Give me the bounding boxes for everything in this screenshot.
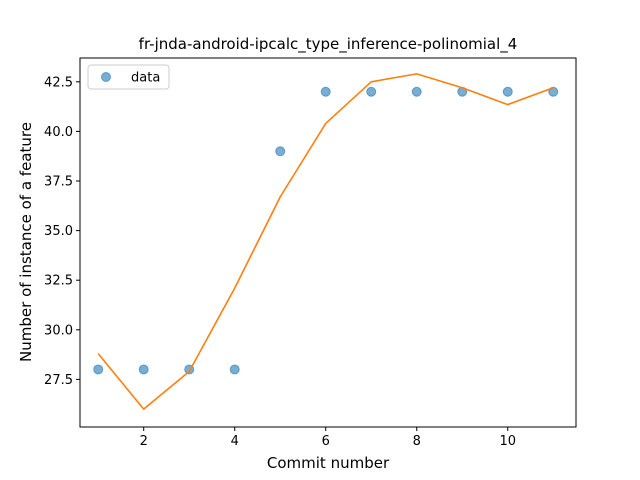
data-point [138, 364, 149, 375]
x-tick-label: 4 [231, 434, 239, 449]
y-tick-label: 32.5 [44, 274, 73, 289]
y-tick-label: 40.0 [44, 125, 73, 140]
x-tick-label: 8 [413, 434, 421, 449]
legend-label: data [131, 71, 160, 86]
y-tick-label: 35.0 [44, 224, 73, 239]
data-point [548, 86, 559, 97]
legend: data [87, 64, 170, 90]
data-point [229, 364, 240, 375]
chart-title: fr-jnda-android-ipcalc_type_inference-po… [139, 35, 518, 54]
data-point [366, 86, 377, 97]
data-point [502, 86, 513, 97]
x-tick-label: 10 [499, 434, 516, 449]
x-tick-label: 2 [140, 434, 148, 449]
y-tick-label: 30.0 [44, 323, 73, 338]
data-point [93, 364, 104, 375]
x-tick-label: 6 [322, 434, 330, 449]
y-tick-label: 42.5 [44, 75, 73, 90]
axes-frame [79, 57, 577, 428]
y-tick-label: 27.5 [44, 373, 73, 388]
x-axis-label: Commit number [267, 454, 390, 472]
data-point [320, 86, 331, 97]
y-axis-label: Number of instance of a feature [17, 122, 35, 362]
legend-box [87, 64, 170, 90]
fit-line [97, 73, 554, 410]
y-tick-label: 37.5 [44, 175, 73, 190]
data-point [275, 146, 286, 157]
data-point [411, 86, 422, 97]
plot-area: 2 4 6 8 10 27.5 30.0 32.5 35.0 37.5 40.0 42.5 data [44, 57, 577, 449]
legend-marker [101, 72, 111, 82]
